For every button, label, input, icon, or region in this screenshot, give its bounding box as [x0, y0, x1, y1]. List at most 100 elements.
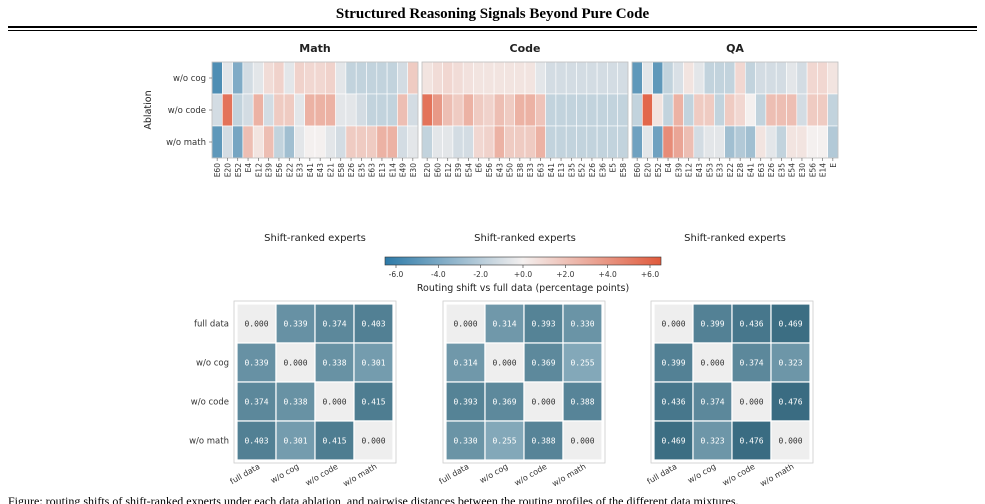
heat-cell [442, 125, 454, 159]
x-tick-label: E56 [485, 163, 494, 178]
x-tick-label: E28 [736, 163, 745, 178]
matrix-cell [275, 381, 316, 422]
cell-value: 0.323 [700, 437, 724, 446]
cell-value: 0.388 [531, 437, 555, 446]
x-axis-label: Shift-ranked experts [684, 233, 786, 244]
colorbar-tick-label: +2.0 [556, 270, 574, 279]
heat-cell [607, 61, 619, 95]
cell-value: 0.000 [322, 398, 346, 407]
heat-cell [744, 61, 756, 95]
heat-cell [462, 93, 474, 127]
cell-value: 0.388 [570, 398, 594, 407]
heat-cell [514, 125, 526, 159]
heat-cell [827, 93, 839, 127]
column-label: w/o code [513, 462, 549, 488]
matrix-cell [692, 420, 733, 461]
heat-cell [483, 125, 495, 159]
colorbar-tick-label: +0.0 [514, 270, 532, 279]
heat-cell [407, 93, 419, 127]
heat-cell [775, 93, 787, 127]
heat-cell [442, 61, 454, 95]
heat-cell [431, 93, 443, 127]
y-axis-label: Ablation [143, 90, 154, 129]
matrix-cell [275, 303, 316, 344]
heat-cell [817, 125, 829, 159]
matrix-cell [770, 381, 811, 422]
matrix-cell [692, 342, 733, 383]
heat-cell [483, 93, 495, 127]
heat-cell [366, 125, 378, 159]
x-tick-label: E41 [547, 163, 556, 178]
heat-cell [755, 61, 767, 95]
heat-cell [355, 61, 367, 95]
cell-value: 0.399 [661, 359, 685, 368]
cell-value: 0.000 [700, 359, 724, 368]
x-tick-label: E33 [716, 163, 725, 178]
x-tick-label: E58 [619, 163, 628, 178]
x-axis-label: Shift-ranked experts [474, 233, 576, 244]
cell-value: 0.000 [492, 359, 516, 368]
heat-cell [294, 93, 305, 127]
x-tick-label: E20 [423, 163, 432, 178]
x-tick-label: E43 [316, 163, 325, 178]
x-tick-label: E38 [516, 163, 525, 178]
heat-cell [662, 93, 674, 127]
cell-value: 0.330 [453, 437, 477, 446]
row-label: w/o code [191, 398, 229, 408]
matrix-cell [770, 420, 811, 461]
heat-cell [431, 61, 443, 95]
x-tick-label: E4 [244, 163, 253, 173]
heat-cell [263, 125, 275, 159]
matrix-cell [314, 342, 355, 383]
matrix-cell [692, 303, 733, 344]
heat-cell [314, 61, 326, 95]
x-tick-label: E54 [788, 163, 797, 178]
heat-cell [683, 61, 695, 95]
x-tick-label: E12 [685, 163, 694, 178]
heat-cell [242, 61, 254, 95]
x-tick-label: E63 [368, 163, 377, 178]
heat-cell [232, 125, 244, 159]
heat-cell [765, 93, 777, 127]
heat-cell [796, 61, 808, 95]
heat-cell [304, 93, 316, 127]
x-tick-label: E63 [536, 163, 545, 178]
cell-value: 0.000 [453, 320, 477, 329]
cell-value: 0.314 [453, 359, 477, 368]
heat-cell [314, 93, 326, 127]
heat-cell [514, 61, 526, 95]
heat-cell [421, 61, 433, 95]
cell-value: 0.415 [322, 437, 346, 446]
x-tick-label: E30 [409, 163, 418, 178]
heat-cell [796, 93, 808, 127]
cell-value: 0.403 [361, 320, 385, 329]
heat-cell [765, 125, 777, 159]
heat-cell [366, 61, 378, 95]
matrix-cell [770, 342, 811, 383]
heat-cell [534, 61, 546, 95]
heat-cell [232, 93, 244, 127]
heat-cell [222, 93, 233, 127]
colorbar-bar [384, 256, 662, 266]
heat-cell [744, 93, 756, 127]
heat-cell [211, 125, 223, 159]
heat-cell [641, 93, 653, 127]
cell-value: 0.374 [244, 398, 268, 407]
heat-cell [755, 125, 767, 159]
heat-cell [734, 125, 746, 159]
heat-cell [211, 61, 223, 95]
heat-cell [294, 61, 305, 95]
heat-cell [786, 125, 798, 159]
heat-cell [703, 125, 715, 159]
heat-cell [345, 125, 357, 159]
heat-cell [827, 125, 839, 159]
heat-cell [421, 93, 433, 127]
x-tick-label: E6 [475, 163, 484, 173]
x-tick-label: E14 [388, 163, 397, 178]
matrix-cell [236, 381, 277, 422]
heat-cell [786, 61, 798, 95]
cell-value: 0.000 [531, 398, 555, 407]
heat-cell [545, 125, 557, 159]
matrix-cell [653, 420, 694, 461]
